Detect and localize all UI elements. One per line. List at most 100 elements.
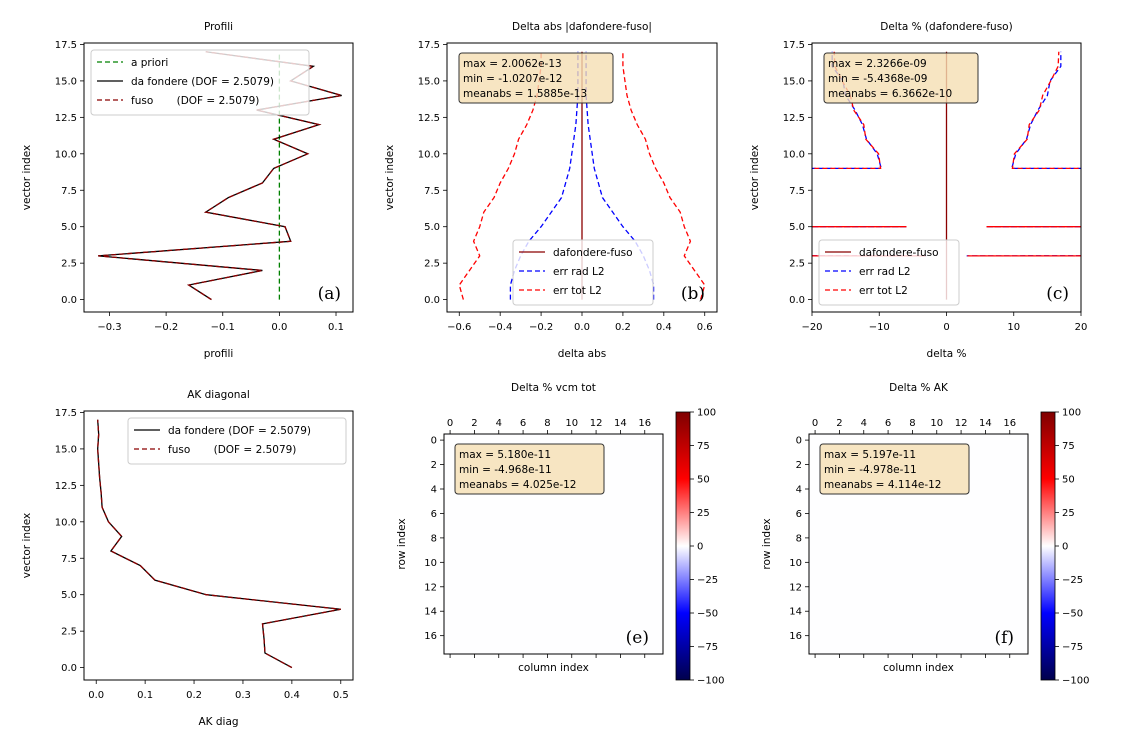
axes-frame <box>446 42 718 313</box>
x-axis-label: column index <box>883 662 954 674</box>
y-axis-label: row index <box>761 518 773 569</box>
x-axis-label: delta abs <box>558 348 607 360</box>
y-axis-label: vector index <box>384 145 396 210</box>
stats-line: max = 2.3266e-09 <box>828 58 927 70</box>
axes-frame <box>83 42 354 313</box>
y-tick-label: 2.5 <box>61 627 77 638</box>
stats-line: max = 5.197e-11 <box>824 449 916 461</box>
y-tick-label: 15.0 <box>55 444 77 455</box>
colorbar-tick-label: −75 <box>697 642 718 653</box>
y-tick-label: 0.0 <box>424 295 440 306</box>
panel-label: (c) <box>1046 284 1069 304</box>
y-tick-label: 17.5 <box>783 40 805 51</box>
panel-6: Delta % AK 0 2 4 6 8 10 12 14 16 0 2 4 6 8 10 12 14 16 colu… <box>761 382 1089 687</box>
legend-label: dafondere-fuso <box>859 247 939 259</box>
colorbar-tick-label: 25 <box>697 508 710 519</box>
y-tick-label: 7.5 <box>424 186 440 197</box>
y-tick-label: 15.0 <box>418 76 440 87</box>
y-tick-label: 12 <box>789 582 802 593</box>
x-tick-label: 16 <box>1003 418 1016 429</box>
axes-frame <box>83 410 354 681</box>
colorbar-tick-label: 100 <box>697 408 716 419</box>
y-tick-label: 12.5 <box>783 113 805 124</box>
x-tick-label: 0.0 <box>574 322 590 333</box>
x-tick-label: 0.0 <box>271 322 287 333</box>
colorbar-tick-label: 25 <box>1062 508 1075 519</box>
legend-label: fuso (DOF = 2.5079) <box>168 444 296 456</box>
legend-label: err rad L2 <box>859 266 911 278</box>
stats-line: meanabs = 6.3662e-10 <box>828 88 952 100</box>
y-tick-label: 10.0 <box>418 149 440 160</box>
stats-line: meanabs = 4.025e-12 <box>459 479 577 491</box>
y-axis-label: row index <box>396 518 408 569</box>
y-tick-label: 2 <box>431 460 437 471</box>
y-tick-label: 10.0 <box>55 517 77 528</box>
x-tick-label: −0.2 <box>529 322 553 333</box>
stats-line: max = 5.180e-11 <box>459 449 551 461</box>
legend-box <box>512 239 654 306</box>
chart-title: Delta % AK <box>889 382 949 394</box>
axes-frame <box>811 42 1082 313</box>
x-tick-label: 2 <box>836 418 842 429</box>
colorbar-tick-label: −75 <box>1062 642 1083 653</box>
stats-line: min = -4.978e-11 <box>824 464 917 476</box>
x-tick-label: 20 <box>1075 322 1088 333</box>
y-tick-label: 6 <box>796 509 802 520</box>
y-tick-label: 7.5 <box>61 554 77 565</box>
stats-line: max = 2.0062e-13 <box>463 58 562 70</box>
y-tick-label: 4 <box>431 485 437 496</box>
colorbar <box>1041 412 1055 680</box>
x-tick-label: 0 <box>943 322 949 333</box>
stats-line: min = -1.0207e-12 <box>463 73 562 85</box>
y-tick-label: 15.0 <box>55 76 77 87</box>
colorbar-tick-label: −100 <box>1062 676 1089 687</box>
x-tick-label: 0.5 <box>333 690 349 701</box>
y-tick-label: 5.0 <box>789 222 805 233</box>
y-tick-label: 15.0 <box>783 76 805 87</box>
x-tick-label: −0.3 <box>97 322 121 333</box>
y-tick-label: 12.5 <box>55 481 77 492</box>
y-tick-label: 2.5 <box>61 259 77 270</box>
stats-box <box>454 443 605 495</box>
y-tick-label: 0 <box>431 436 437 447</box>
x-tick-label: −0.4 <box>488 322 512 333</box>
plot-area <box>97 419 341 669</box>
y-tick-label: 0 <box>796 436 802 447</box>
y-tick-label: 0.0 <box>61 663 77 674</box>
stats-box <box>458 52 614 104</box>
y-tick-label: 10 <box>789 558 802 569</box>
stats-line: min = -5.4368e-09 <box>828 73 927 85</box>
x-tick-label: 12 <box>590 418 603 429</box>
stats-line: meanabs = 1.5885e-13 <box>463 88 587 100</box>
x-tick-label: 0.3 <box>235 690 251 701</box>
y-tick-label: 0.0 <box>61 295 77 306</box>
legend-label: a priori <box>131 57 168 69</box>
stats-box <box>819 443 970 495</box>
y-tick-label: 17.5 <box>55 40 77 51</box>
y-tick-label: 12.5 <box>418 113 440 124</box>
colorbar-tick-label: 0 <box>1062 542 1068 553</box>
y-tick-label: 2.5 <box>789 259 805 270</box>
y-tick-label: 17.5 <box>55 408 77 419</box>
x-tick-label: 6 <box>520 418 526 429</box>
x-tick-label: 0.6 <box>697 322 713 333</box>
y-axis-label: vector index <box>21 145 33 210</box>
x-tick-label: 0.1 <box>328 322 344 333</box>
legend-label: da fondere (DOF = 2.5079) <box>168 425 311 437</box>
x-tick-label: 0.0 <box>88 690 104 701</box>
series-line-3 <box>622 51 706 300</box>
y-tick-label: 16 <box>789 631 802 642</box>
x-tick-label: 4 <box>861 418 867 429</box>
y-tick-label: 7.5 <box>61 186 77 197</box>
y-tick-label: 5.0 <box>61 590 77 601</box>
chart-title: Delta % (dafondere-fuso) <box>880 21 1012 33</box>
x-tick-label: 0 <box>447 418 453 429</box>
x-tick-label: 14 <box>614 418 627 429</box>
stats-line: meanabs = 4.114e-12 <box>824 479 942 491</box>
y-tick-label: 6 <box>431 509 437 520</box>
series-line-2 <box>98 51 342 301</box>
colorbar-tick-label: 75 <box>1062 441 1075 452</box>
y-tick-label: 10 <box>424 558 437 569</box>
y-tick-label: 8 <box>796 533 802 544</box>
axes-frame <box>808 433 1029 655</box>
